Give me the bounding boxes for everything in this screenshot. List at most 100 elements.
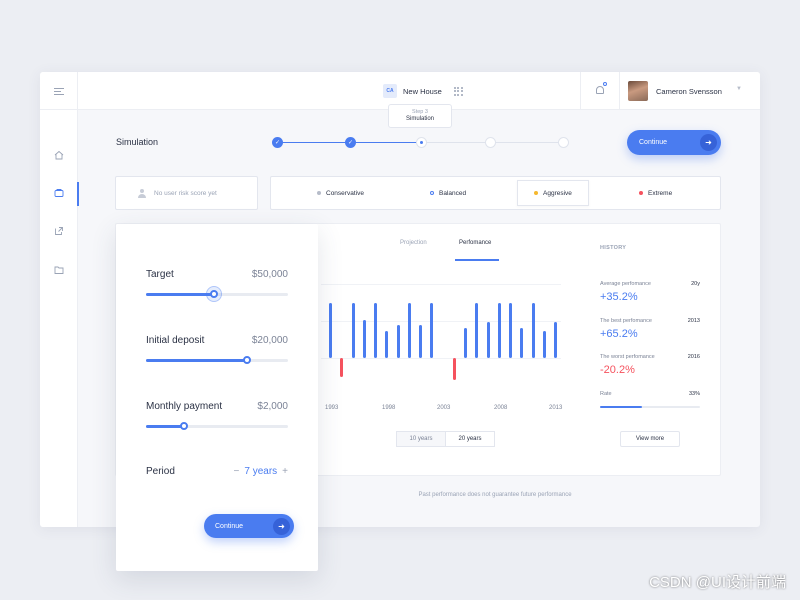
x-tick-label: 2003 xyxy=(437,405,451,411)
step-5[interactable] xyxy=(558,137,569,148)
target-slider[interactable] xyxy=(146,286,288,302)
risk-option-extreme[interactable]: Extreme xyxy=(639,177,672,209)
bar-2010 xyxy=(520,327,524,358)
calculator-continue-button[interactable]: Continue ➜ xyxy=(204,514,294,538)
gridline xyxy=(321,358,561,359)
risk-score-box: No user risk score yet xyxy=(115,176,258,210)
project-switcher[interactable]: CA New House xyxy=(383,84,463,98)
range-20-years[interactable]: 20 years xyxy=(445,431,495,447)
x-tick-label: 1998 xyxy=(382,405,396,411)
project-badge: CA xyxy=(383,84,397,98)
user-menu[interactable]: Cameron Svensson xyxy=(628,81,722,101)
dot-icon xyxy=(639,191,643,195)
step-1[interactable]: ✓ xyxy=(272,137,283,148)
continue-button[interactable]: Continue ➜ xyxy=(627,130,721,155)
rate-value: 33% xyxy=(688,391,700,397)
bar-1998 xyxy=(385,330,389,358)
step-4[interactable] xyxy=(485,137,496,148)
rate-label: Rate xyxy=(600,391,612,397)
x-tick-label: 2013 xyxy=(549,405,563,411)
tab-projection[interactable]: Projection xyxy=(400,240,427,246)
continue-label: Continue xyxy=(215,522,244,530)
slider-fill xyxy=(146,425,185,428)
history-item-average: Average perfomance 20y +35.2% xyxy=(600,281,700,303)
history-item-best: The best perfomance 2013 +65.2% xyxy=(600,318,700,340)
rate-bar-fill xyxy=(600,406,642,408)
bar-1996 xyxy=(362,319,366,358)
history-item-worst: The worst perfomance 2016 -20.2% xyxy=(600,354,700,376)
bar-1999 xyxy=(396,325,400,358)
history-aside: 20y xyxy=(691,281,700,287)
gridline xyxy=(321,321,561,322)
gridline xyxy=(321,284,561,285)
risk-option-balanced[interactable]: Balanced xyxy=(430,177,466,209)
bar-2000 xyxy=(407,303,411,358)
dot-icon xyxy=(534,191,538,195)
bar-1995 xyxy=(351,303,355,358)
slider-knob[interactable] xyxy=(242,356,251,364)
bar-2007 xyxy=(486,322,490,358)
bar-2012 xyxy=(542,330,546,358)
hamburger-icon xyxy=(53,86,64,97)
target-label: Target xyxy=(146,269,174,280)
share-icon[interactable] xyxy=(54,226,64,236)
tab-performance[interactable]: Perfomance xyxy=(459,240,492,246)
bell-icon xyxy=(596,86,604,94)
continue-label: Continue xyxy=(639,139,668,146)
minus-icon[interactable]: − xyxy=(233,466,240,477)
bar-2006 xyxy=(475,303,479,358)
apps-grid-icon[interactable] xyxy=(453,86,463,96)
chevron-down-icon[interactable]: ▼ xyxy=(736,86,742,92)
bar-2001 xyxy=(419,325,422,358)
project-name: New House xyxy=(403,86,442,96)
risk-option-label: Extreme xyxy=(648,189,673,197)
dot-icon xyxy=(430,191,434,195)
risk-option-label: Conservative xyxy=(326,189,364,197)
risk-option-conservative[interactable]: Conservative xyxy=(317,177,364,209)
risk-score-label: No user risk score yet xyxy=(154,189,217,197)
wallet-icon[interactable] xyxy=(54,188,64,198)
menu-button[interactable] xyxy=(40,72,78,110)
bar-2011 xyxy=(531,303,535,358)
period-value: 7 years xyxy=(244,466,278,477)
notifications-button[interactable] xyxy=(580,72,620,110)
deposit-value: $20,000 xyxy=(251,335,288,346)
folder-icon[interactable] xyxy=(54,265,64,275)
slider-knob[interactable] xyxy=(180,422,189,430)
slider-knob[interactable] xyxy=(210,290,219,298)
bar-2008 xyxy=(497,303,501,358)
arrow-right-icon: ➜ xyxy=(273,518,290,535)
dot-icon xyxy=(317,191,321,195)
rate-row: Rate 33% xyxy=(600,391,700,397)
home-icon[interactable] xyxy=(54,150,64,160)
plus-icon[interactable]: + xyxy=(282,466,288,477)
history-value: +65.2% xyxy=(600,328,638,340)
bar-1994 xyxy=(340,358,344,378)
view-more-button[interactable]: View more xyxy=(620,431,680,447)
history-aside: 2016 xyxy=(687,354,700,360)
monthly-slider[interactable] xyxy=(146,422,288,430)
tooltip-step: Step 3 xyxy=(412,109,428,115)
period-stepper: − 7 years + xyxy=(234,466,288,477)
bar-2009 xyxy=(509,303,512,358)
step-3[interactable] xyxy=(416,137,427,148)
rate-bar xyxy=(600,406,700,408)
deposit-slider[interactable] xyxy=(146,356,288,364)
history-title: HISTORY xyxy=(600,245,627,251)
arrow-right-icon: ➜ xyxy=(700,134,717,151)
user-name: Cameron Svensson xyxy=(656,86,722,96)
history-aside: 2013 xyxy=(687,318,700,324)
risk-option-label: Aggresive xyxy=(543,189,572,197)
deposit-label: Initial deposit xyxy=(146,335,205,346)
tooltip-title: Simulation xyxy=(405,116,434,122)
step-tooltip: Step 3 Simulation xyxy=(388,104,452,128)
target-value: $50,000 xyxy=(251,269,288,280)
history-label: Average perfomance xyxy=(600,281,651,287)
slider-fill xyxy=(146,359,247,362)
monthly-value: $2,000 xyxy=(257,401,288,412)
range-10-years[interactable]: 10 years xyxy=(396,431,446,447)
risk-option-aggresive[interactable]: Aggresive xyxy=(517,180,589,206)
bar-2002 xyxy=(430,303,434,358)
step-2[interactable]: ✓ xyxy=(345,137,356,148)
disclaimer: Past performance does not guarantee futu… xyxy=(418,492,572,498)
